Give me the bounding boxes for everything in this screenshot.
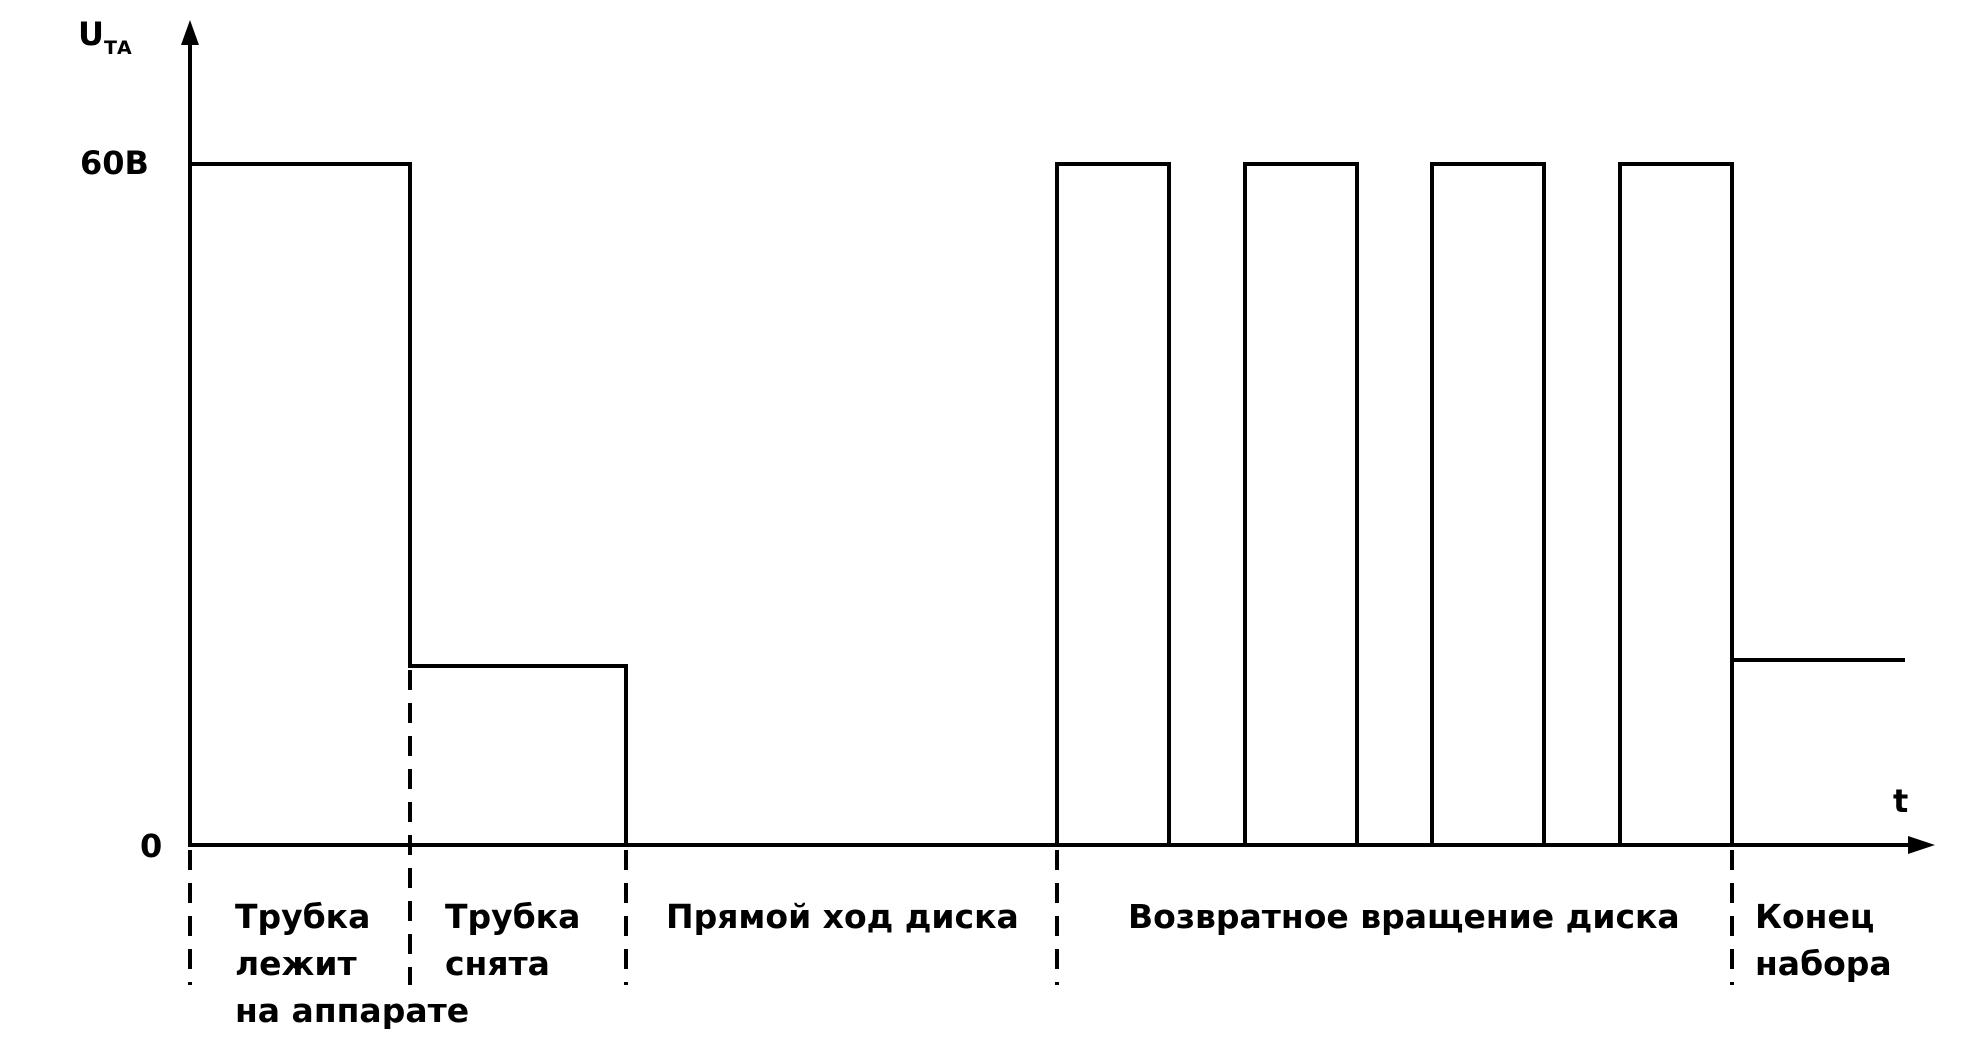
svg-text:лежит: лежит <box>235 944 357 983</box>
svg-text:на аппарате: на аппарате <box>235 991 469 1030</box>
y-axis-arrow-icon <box>181 20 199 45</box>
y-tick-label-60v: 60В <box>80 144 149 182</box>
svg-text:Трубка: Трубка <box>235 897 370 936</box>
section-label-dial-end: Конец набора <box>1755 897 1892 983</box>
svg-text:набора: набора <box>1755 944 1892 983</box>
svg-text:Конец: Конец <box>1755 897 1874 936</box>
y-tick-label-zero: 0 <box>140 827 162 865</box>
svg-text:Прямой ход диска: Прямой ход диска <box>666 897 1019 936</box>
section-label-handset-lifted: Трубка снята <box>445 897 580 983</box>
x-axis-label: t <box>1893 782 1908 820</box>
section-label-dial-return: Возвратное вращение диска <box>1128 897 1680 936</box>
section-label-dial-forward: Прямой ход диска <box>666 897 1019 936</box>
waveform-end-segment <box>1730 658 1905 845</box>
svg-text:Трубка: Трубка <box>445 897 580 936</box>
svg-text:снята: снята <box>445 944 550 983</box>
y-axis-label: UТА <box>78 15 132 59</box>
section-label-handset-on-hook: Трубка лежит на аппарате <box>235 897 469 1030</box>
waveform-pulse-train <box>1055 162 1734 847</box>
x-axis-arrow-icon <box>1908 836 1935 854</box>
svg-text:Возвратное вращение диска: Возвратное вращение диска <box>1128 897 1680 936</box>
waveform-hook-segment <box>190 162 628 845</box>
